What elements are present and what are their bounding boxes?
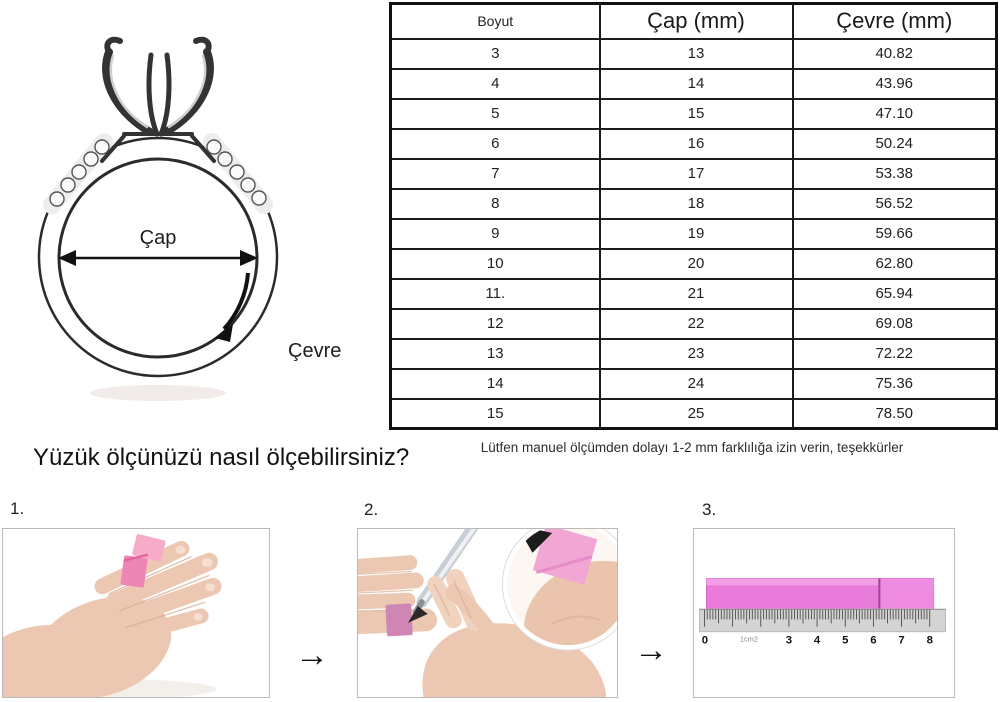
cap-label: Çap: [140, 227, 177, 249]
step-2-photo-mark-strip: [357, 528, 618, 698]
step-3-photo-measure-ruler: 0 1cm2 3 4 5 6 7 8: [693, 528, 955, 698]
ring-diagram: Çap Çevre: [0, 15, 390, 420]
size-cell: 4: [389, 67, 601, 100]
circumference-cell: 50.24: [791, 127, 998, 160]
right-arrow-icon: →: [634, 631, 668, 669]
table-row: 3 13 40.82: [389, 37, 998, 70]
table-row: 4 14 43.96: [389, 67, 998, 100]
size-cell: 5: [389, 97, 601, 130]
table-row: 6 16 50.24: [389, 127, 998, 160]
cevre-label: Çevre: [288, 340, 341, 362]
table-row: 15 25 78.50: [389, 397, 998, 430]
ruler-number: 3: [786, 635, 792, 647]
diameter-cell: 23: [598, 337, 794, 370]
table-header: Boyut Çap (mm) Çevre (mm): [389, 2, 998, 40]
size-cell: 10: [389, 247, 601, 280]
size-cell: 7: [389, 157, 601, 190]
zoom-inset-circle: [501, 529, 617, 651]
circumference-cell: 72.22: [791, 337, 998, 370]
size-cell: 9: [389, 217, 601, 250]
diameter-cell: 16: [598, 127, 794, 160]
diameter-cell: 20: [598, 247, 794, 280]
circumference-cell: 62.80: [791, 247, 998, 280]
measurement-tolerance-note: Lütfen manuel ölçümden dolayı 1-2 mm far…: [480, 440, 904, 455]
ruler-ticks: [703, 609, 931, 627]
table-row: 13 23 72.22: [389, 337, 998, 370]
diameter-cell: 14: [598, 67, 794, 100]
step-2-label: 2.: [364, 500, 379, 519]
ruler-unit-label: 1cm2: [740, 635, 758, 644]
diameter-cell: 25: [598, 397, 794, 430]
circumference-cell: 65.94: [791, 277, 998, 310]
diameter-cell: 24: [598, 367, 794, 400]
cevre-dimension-arrow: [215, 272, 250, 342]
step-1-label: 1.: [10, 499, 25, 518]
circumference-cell: 56.52: [791, 187, 998, 220]
col-header-cevre: Çevre (mm): [791, 2, 998, 40]
size-cell: 15: [389, 397, 601, 430]
step-3-label: 3.: [702, 500, 717, 519]
table-row: 14 24 75.36: [389, 367, 998, 400]
table-row: 11. 21 65.94: [389, 277, 998, 310]
size-cell: 14: [389, 367, 601, 400]
pave-stones: [43, 133, 273, 214]
table-row: 8 18 56.52: [389, 187, 998, 220]
diameter-cell: 13: [598, 37, 794, 70]
table-row: 7 17 53.38: [389, 157, 998, 190]
table-row: 10 20 62.80: [389, 247, 998, 280]
step-1-photo-strip-on-finger: [2, 528, 270, 698]
size-cell: 3: [389, 37, 601, 70]
circumference-cell: 43.96: [791, 67, 998, 100]
diameter-cell: 21: [598, 277, 794, 310]
ruler-number: 0: [702, 635, 708, 647]
how-to-heading: Yüzük ölçünüzü nasıl ölçebilirsiniz?: [33, 444, 410, 471]
right-arrow-icon: →: [295, 636, 329, 674]
pink-strip: [706, 578, 935, 610]
table-row: 12 22 69.08: [389, 307, 998, 340]
circumference-cell: 59.66: [791, 217, 998, 250]
size-cell: 12: [389, 307, 601, 340]
circumference-cell: 40.82: [791, 37, 998, 70]
size-cell: 11.: [389, 277, 601, 310]
ruler-number: 8: [927, 635, 933, 647]
size-cell: 8: [389, 187, 601, 220]
ruler-number: 5: [842, 635, 848, 647]
circumference-cell: 47.10: [791, 97, 998, 130]
size-cell: 13: [389, 337, 601, 370]
table-row: 9 19 59.66: [389, 217, 998, 250]
diameter-cell: 19: [598, 217, 794, 250]
diameter-cell: 17: [598, 157, 794, 190]
ruler: 0 1cm2 3 4 5 6 7 8: [699, 608, 946, 647]
diameter-cell: 22: [598, 307, 794, 340]
ring-shadow: [90, 385, 226, 401]
pink-strip-wrap: [120, 534, 166, 588]
circumference-cell: 69.08: [791, 307, 998, 340]
size-cell: 6: [389, 127, 601, 160]
circumference-cell: 53.38: [791, 157, 998, 190]
ruler-number: 7: [898, 635, 904, 647]
col-header-cap: Çap (mm): [598, 2, 794, 40]
circumference-cell: 78.50: [791, 397, 998, 430]
ruler-number: 6: [870, 635, 876, 647]
table-row: 5 15 47.10: [389, 97, 998, 130]
header-row: Boyut Çap (mm) Çevre (mm): [389, 2, 998, 40]
diameter-cell: 18: [598, 187, 794, 220]
ring-illustration: Çap Çevre: [37, 36, 341, 401]
circumference-cell: 75.36: [791, 367, 998, 400]
ring-size-table: Boyut Çap (mm) Çevre (mm) 3 13 40.82 4 14 43…: [389, 2, 998, 430]
prong-setting: [100, 36, 216, 163]
diameter-cell: 15: [598, 97, 794, 130]
col-header-boyut: Boyut: [389, 2, 601, 40]
ruler-number: 4: [814, 635, 821, 647]
cap-dimension-arrow: [58, 250, 258, 266]
